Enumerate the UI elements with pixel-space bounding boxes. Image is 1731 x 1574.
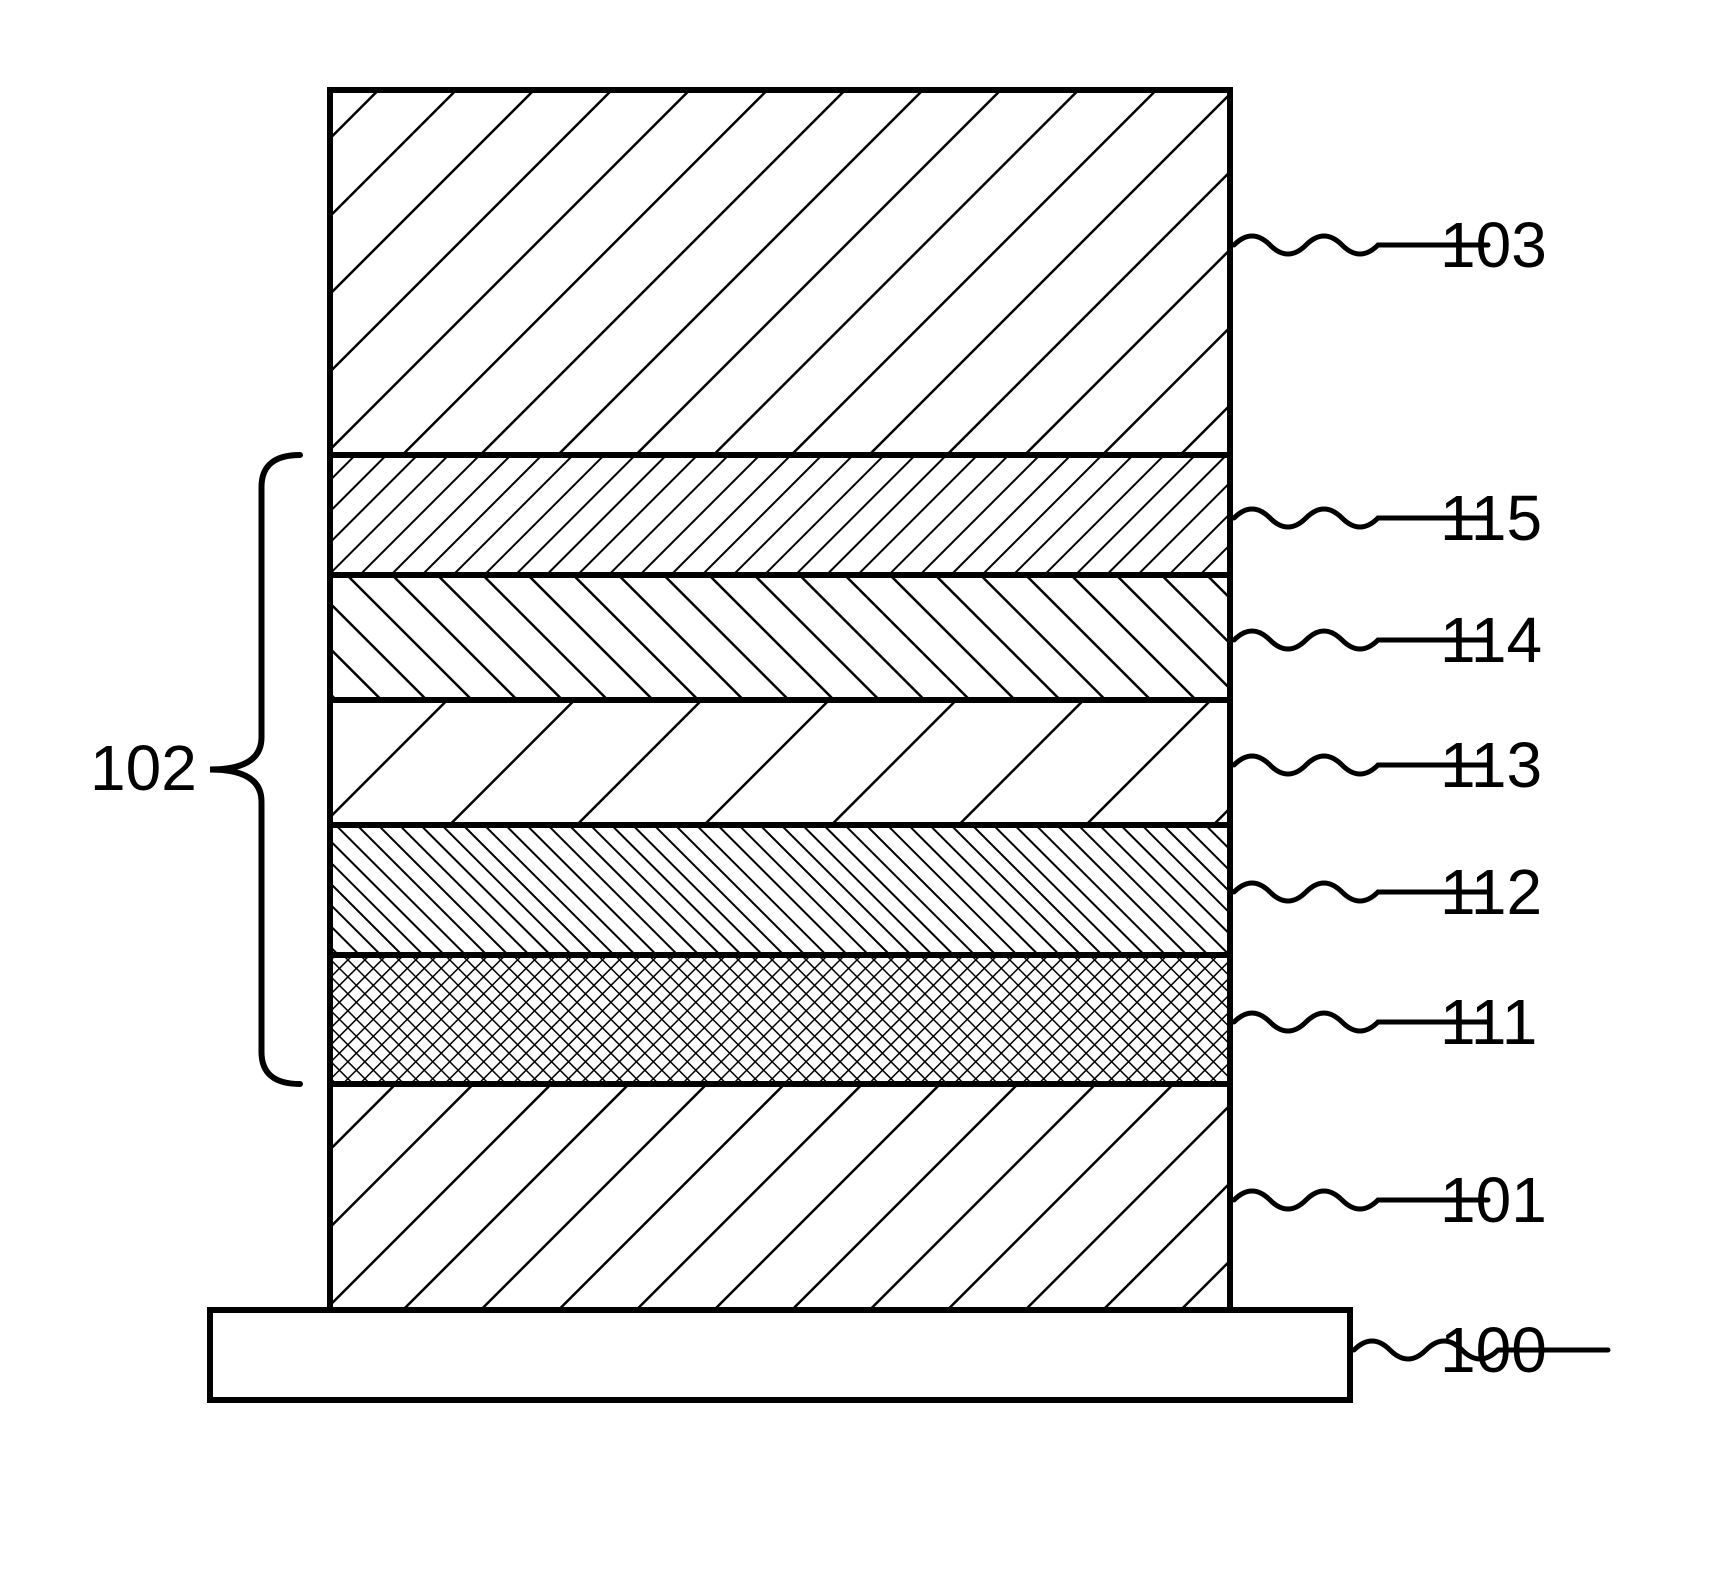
layer-114	[330, 575, 1230, 700]
label-112: 112	[1440, 856, 1542, 928]
label-100: 100	[1440, 1314, 1547, 1386]
layer-103	[330, 90, 1230, 455]
layer-101	[330, 1084, 1230, 1310]
label-111: 111	[1440, 986, 1537, 1058]
layer-112	[330, 825, 1230, 955]
label-101: 101	[1440, 1164, 1547, 1236]
label-102: 102	[90, 732, 197, 804]
label-103: 103	[1440, 209, 1547, 281]
group-brace-102	[210, 455, 300, 1084]
label-113: 113	[1440, 729, 1542, 801]
label-114: 114	[1440, 604, 1542, 676]
substrate-100	[210, 1310, 1350, 1400]
layer-115	[330, 455, 1230, 575]
layer-113	[330, 700, 1230, 825]
layer-diagram: 103 115 114 113 112 111 101 100 102	[0, 0, 1731, 1574]
layer-111	[330, 955, 1230, 1084]
label-115: 115	[1440, 482, 1542, 554]
